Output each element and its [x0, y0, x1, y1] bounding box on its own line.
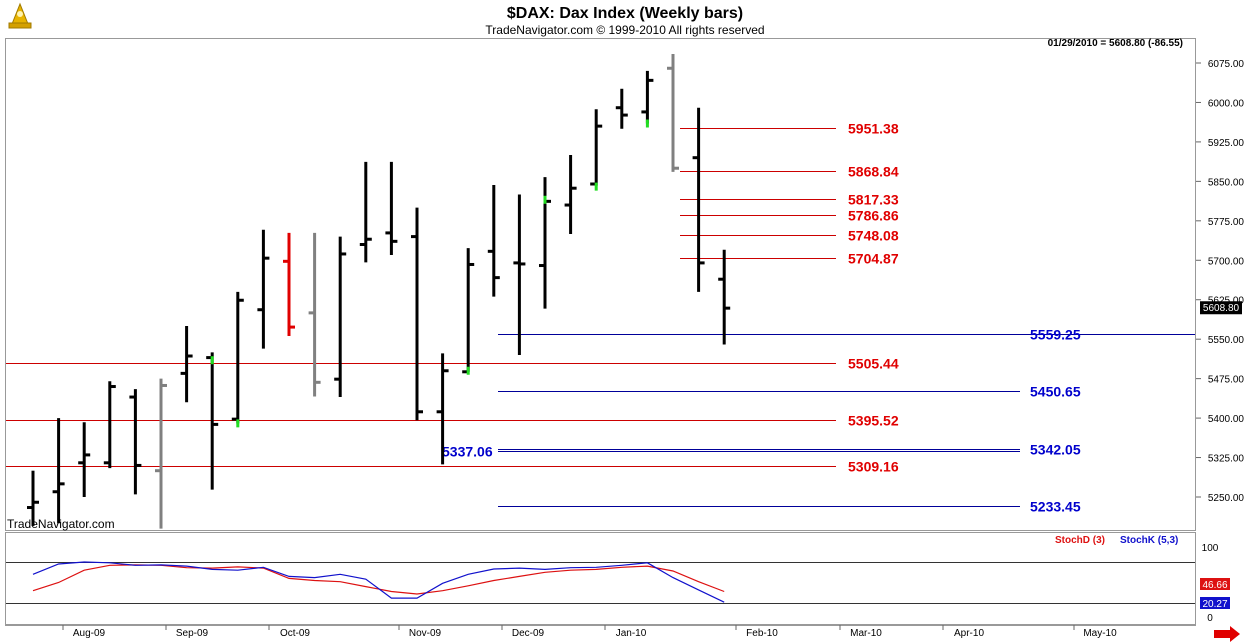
price-y-axis: 6075.00 6000.00 5925.00 5850.00 5775.00 5700.… — [1196, 59, 1244, 504]
x-tick-label: Nov-09 — [409, 628, 442, 639]
ohlc-bar — [283, 232, 295, 337]
stoch-value-tag — [1200, 578, 1230, 590]
level-label: 5309.16 — [848, 459, 899, 475]
level-label: 5559.25 — [1030, 327, 1081, 343]
x-tick-label: Mar-10 — [850, 628, 882, 639]
ohlc-bar — [103, 381, 116, 469]
stoch-value-tag — [1200, 597, 1230, 609]
level-label: 5395.52 — [848, 413, 899, 429]
x-tick-label: Feb-10 — [746, 628, 778, 639]
ohlc-bar — [539, 177, 551, 309]
level-label: 5748.08 — [848, 228, 899, 244]
stochk-legend: StochK (5,3) — [1120, 535, 1178, 546]
ohlc-bar — [206, 352, 219, 490]
ohlc-bar — [667, 54, 679, 172]
stochd-legend: StochD (3) — [1055, 535, 1105, 546]
y-tick-label: 5775.00 — [1208, 217, 1245, 228]
last-quote-label: 01/29/2010 = 5608.80 (-86.55) — [1048, 38, 1183, 49]
ohlc-bar — [180, 326, 193, 403]
y-tick-label: 5925.00 — [1208, 138, 1245, 149]
chart-subtitle: TradeNavigator.com © 1999-2010 All right… — [485, 23, 764, 37]
ohlc-bar — [155, 378, 167, 529]
ohlc-bar — [590, 109, 603, 191]
y-tick-label: 5250.00 — [1208, 493, 1245, 504]
x-tick-label: Jan-10 — [616, 628, 647, 639]
y-tick-label: 5550.00 — [1208, 335, 1245, 346]
stoch-value-label: 20.27 — [1202, 599, 1227, 610]
y-tick-label: 5325.00 — [1208, 454, 1245, 465]
last-price-value: 5608.80 — [1203, 303, 1240, 314]
ohlc-bar — [487, 185, 500, 297]
stoch-line — [32, 561, 725, 603]
last-price-tag: 5608.80 — [1200, 301, 1242, 315]
stoch-line — [32, 564, 725, 595]
ohlc-bar — [231, 291, 244, 428]
ohlc-bar — [641, 70, 654, 128]
stochastic-panel: 100 0 46.66 20.27 — [6, 543, 1230, 624]
ohlc-bar — [308, 232, 321, 397]
stoch-tick-label: 0 — [1207, 613, 1213, 624]
stoch-value-label: 46.66 — [1202, 580, 1227, 591]
ohlc-bar — [615, 88, 628, 129]
y-tick-label: 5400.00 — [1208, 414, 1245, 425]
level-label: 5342.05 — [1030, 442, 1081, 458]
level-label: 5868.84 — [848, 164, 899, 180]
level-label: 5450.65 — [1030, 384, 1081, 400]
level-label: 5704.87 — [848, 251, 899, 267]
level-label: 5337.06 — [442, 444, 493, 460]
ohlc-bar — [52, 418, 65, 524]
ohlc-bar — [436, 353, 449, 465]
y-tick-label: 5475.00 — [1208, 375, 1245, 386]
price-panel-frame — [5, 38, 1196, 531]
x-tick-label: Aug-09 — [73, 628, 106, 639]
logo-icon — [8, 2, 32, 29]
level-label: 5505.44 — [848, 356, 899, 372]
watermark: TradeNavigator.com — [7, 517, 115, 531]
y-tick-label: 6075.00 — [1208, 59, 1245, 70]
x-tick-label: May-10 — [1083, 628, 1117, 639]
ohlc-bar — [78, 422, 91, 497]
y-tick-label: 5850.00 — [1208, 177, 1245, 188]
ohlc-bar — [692, 107, 705, 292]
ohlc-bar — [257, 229, 270, 349]
y-tick-label: 6000.00 — [1208, 98, 1245, 109]
level-label: 5233.45 — [1030, 499, 1081, 515]
date-x-axis: Aug-09 Sep-09 Oct-09 Nov-09 Dec-09 Jan-10 Feb-… — [62, 625, 1117, 639]
ohlc-bar — [385, 161, 398, 256]
x-tick-label: Dec-09 — [512, 628, 545, 639]
ohlc-bar — [334, 236, 347, 398]
x-tick-label: Apr-10 — [954, 628, 984, 639]
ohlc-bar — [564, 155, 577, 234]
ohlc-bar — [411, 207, 423, 421]
ohlc-bar — [129, 389, 142, 495]
x-tick-label: Oct-09 — [280, 628, 310, 639]
chart-title: $DAX: Dax Index (Weekly bars) — [507, 5, 743, 22]
ohlc-bar — [27, 470, 39, 526]
scroll-right-arrow-icon[interactable] — [1214, 626, 1240, 642]
ohlc-bar — [718, 249, 731, 345]
ohlc-bar — [359, 161, 372, 263]
level-label: 5817.33 — [848, 192, 899, 208]
x-tick-label: Sep-09 — [176, 628, 209, 639]
level-label: 5951.38 — [848, 121, 899, 137]
stoch-tick-label: 100 — [1202, 543, 1219, 554]
stoch-panel-frame — [5, 532, 1196, 625]
y-tick-label: 5625.00 — [1208, 296, 1245, 307]
level-label: 5786.86 — [848, 208, 899, 224]
ohlc-bars — [27, 54, 731, 529]
y-tick-label: 5700.00 — [1208, 256, 1245, 267]
ohlc-bar — [513, 194, 526, 355]
ohlc-bar — [462, 248, 475, 375]
